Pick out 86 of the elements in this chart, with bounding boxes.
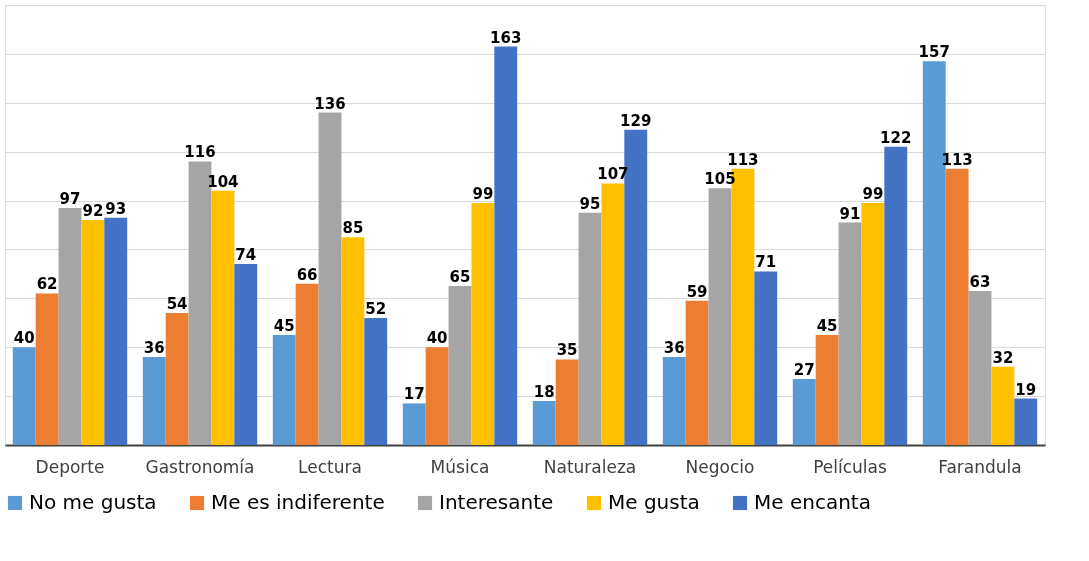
- data-label: 59: [686, 282, 708, 301]
- data-label: 35: [556, 341, 578, 360]
- bar: [58, 207, 82, 445]
- bar: [792, 379, 816, 445]
- bar: [35, 293, 59, 445]
- bar: [12, 347, 36, 445]
- legend-label: Me es indiferente: [211, 490, 385, 514]
- data-label: 99: [472, 185, 494, 203]
- data-label: 157: [918, 43, 950, 62]
- bar: [425, 347, 449, 445]
- data-label: 163: [490, 28, 522, 47]
- bar: [471, 203, 495, 445]
- bar: [364, 317, 388, 445]
- data-label: 17: [403, 385, 425, 404]
- bar: [708, 188, 732, 445]
- legend-label: Me gusta: [608, 490, 700, 514]
- data-label: 18: [533, 383, 555, 401]
- x-tick-label: Naturaleza: [543, 456, 637, 477]
- bar: [81, 220, 105, 445]
- data-label: 40: [426, 329, 448, 348]
- data-label: 129: [620, 111, 652, 130]
- data-label: 97: [59, 189, 81, 208]
- x-tick-label: Películas: [813, 456, 887, 477]
- x-tick-label: Lectura: [298, 456, 362, 477]
- data-label: 27: [793, 361, 815, 379]
- bar: [991, 366, 1015, 445]
- bar: [861, 203, 885, 445]
- data-label: 63: [969, 273, 991, 291]
- data-label: 36: [663, 339, 685, 357]
- data-label: 66: [296, 265, 318, 284]
- data-label: 52: [365, 299, 387, 318]
- bar: [968, 291, 992, 445]
- bar: [448, 286, 472, 445]
- bar: [945, 168, 969, 445]
- data-label: 19: [1015, 380, 1037, 399]
- data-label: 45: [273, 317, 295, 335]
- data-label: 54: [166, 295, 188, 313]
- data-label: 91: [839, 204, 861, 223]
- data-label: 92: [82, 202, 104, 221]
- bar: [662, 357, 686, 445]
- bar: [104, 217, 128, 445]
- data-label: 40: [13, 329, 35, 348]
- data-label: 122: [880, 128, 912, 147]
- data-label: 32: [992, 348, 1014, 367]
- bar: [402, 403, 426, 445]
- legend-label: Me encanta: [754, 490, 871, 514]
- bar: [754, 271, 778, 445]
- legend-label: Interesante: [439, 490, 554, 514]
- bar: [532, 401, 556, 445]
- bar: [838, 222, 862, 445]
- bar: [1014, 398, 1038, 445]
- data-label: 74: [235, 246, 257, 265]
- bar: [555, 359, 579, 445]
- x-tick-label: Gastronomía: [145, 456, 255, 477]
- bar: [142, 357, 166, 445]
- bar: [685, 300, 709, 445]
- data-label: 85: [342, 219, 364, 238]
- bar: [494, 46, 518, 445]
- bar: [272, 335, 296, 445]
- data-label: 65: [449, 268, 471, 287]
- data-label: 62: [36, 275, 58, 294]
- bar: [318, 112, 342, 445]
- bar: [295, 283, 319, 445]
- bar: [234, 264, 258, 445]
- data-label: 104: [207, 172, 239, 191]
- x-tick-label: Negocio: [685, 456, 755, 477]
- data-label: 71: [755, 253, 777, 272]
- data-label: 116: [184, 143, 216, 162]
- data-label: 93: [105, 199, 127, 218]
- data-label: 136: [314, 94, 346, 113]
- bar: [578, 212, 602, 445]
- data-label: 95: [579, 194, 601, 213]
- x-tick-label: Música: [430, 456, 490, 477]
- bar: [601, 183, 625, 445]
- legend-label: No me gusta: [29, 490, 157, 514]
- data-label: 36: [143, 339, 165, 357]
- bar: [815, 335, 839, 445]
- data-label: 99: [862, 185, 884, 203]
- data-label: 45: [816, 317, 838, 335]
- bar: [211, 190, 235, 445]
- x-tick-label: Farandula: [938, 456, 1022, 477]
- bar: [165, 313, 189, 445]
- bar: [341, 237, 365, 445]
- bar: [884, 146, 908, 445]
- data-label: 113: [727, 150, 759, 169]
- x-tick-label: Deporte: [35, 456, 105, 477]
